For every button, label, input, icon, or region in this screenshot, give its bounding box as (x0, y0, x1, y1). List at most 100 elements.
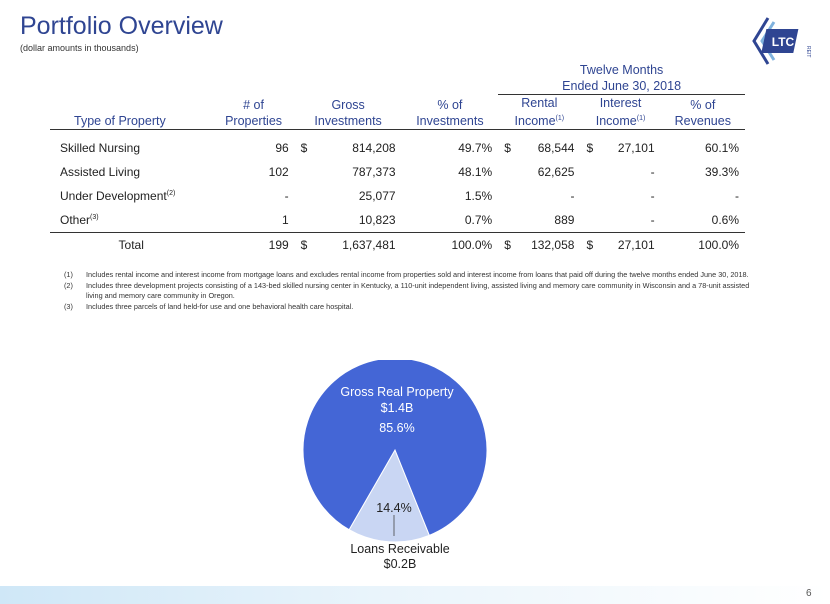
page-title: Portfolio Overview (20, 12, 223, 40)
logo-block (761, 29, 799, 53)
header-gross: Gross Investments (294, 94, 402, 131)
cell-type: Skilled Nursing (50, 136, 212, 160)
cell-rental-currency: $ (504, 141, 511, 156)
header-gross-line2: Investments (314, 114, 382, 129)
slice-label-property-amount: $1.4B (381, 401, 414, 415)
company-logo: LTC REIT (752, 17, 811, 65)
cell-gross: 787,373 (352, 165, 396, 180)
cell-type-footnote: (3) (90, 214, 99, 222)
footnotes: (1) Includes rental income and interest … (64, 270, 754, 313)
header-pct-rev-line1: % of (690, 98, 716, 113)
cell-type-text: Assisted Living (60, 165, 141, 180)
header-properties: # of Properties (212, 94, 295, 131)
cell-gross-currency (295, 160, 314, 184)
cell-rental: - (570, 189, 575, 204)
loans-label-name: Loans Receivable (350, 542, 450, 556)
total-gross: 1,637,481 (313, 232, 402, 258)
cell-properties: 1 (281, 213, 289, 228)
cell-type-text: Skilled Nursing (60, 141, 141, 156)
cell-pct-revenues: 60.1% (704, 141, 739, 156)
table-row: Under Development(2) - 25,077 1.5% - - - (50, 184, 745, 208)
cell-interest-currency: $ (586, 141, 594, 156)
cell-properties: - (284, 189, 289, 204)
cell-properties: 102 (268, 165, 289, 180)
cell-rental: 68,544 (537, 141, 575, 156)
header-pct-inv-line1: % of (437, 98, 463, 113)
cell-rental: 62,625 (537, 165, 575, 180)
cell-pct-investments: 1.5% (464, 189, 493, 204)
cell-interest-currency (580, 160, 599, 184)
cell-type-text: Under Development (60, 189, 167, 204)
header-rental-footnote: (1) (555, 115, 565, 122)
cell-interest-currency (580, 208, 599, 233)
group-header-text: Twelve Months Ended June 30, 2018 (562, 63, 682, 93)
total-interest-currency: $ (580, 232, 599, 258)
group-header: Twelve Months Ended June 30, 2018 (498, 62, 745, 95)
table-row: Assisted Living 102 787,373 48.1% 62,625… (50, 160, 745, 184)
header-pct-revenues: % of Revenues (660, 94, 745, 131)
cell-rental: 889 (554, 213, 575, 228)
cell-properties: 96 (275, 141, 289, 156)
footnote-text: Includes three development projects cons… (86, 281, 750, 300)
header-rental: Rental Income(1) (498, 94, 581, 131)
loans-label: Loans Receivable $0.2B (320, 542, 480, 572)
cell-rental-currency (498, 160, 517, 184)
footnote: (1) Includes rental income and interest … (64, 270, 754, 280)
cell-pct-investments: 48.1% (458, 165, 493, 180)
header-pct-rev-line2: Revenues (674, 114, 731, 129)
table-row: Other(3) 1 10,823 0.7% 889 - 0.6% (50, 208, 745, 233)
cell-interest: - (650, 213, 655, 228)
cell-pct-revenues: - (735, 189, 739, 204)
header-properties-line2: Properties (225, 114, 283, 129)
header-pct-investments: % of Investments (401, 94, 499, 131)
logo-subtext: REIT (805, 46, 811, 57)
table-column-header-row: Type of Property # of Properties Gross I… (50, 94, 745, 131)
slice-label-property-name: Gross Real Property (340, 385, 454, 399)
slice-label-loans-percent: 14.4% (376, 501, 411, 515)
header-rental-line1: Rental (521, 96, 558, 110)
cell-pct-revenues: 0.6% (711, 213, 739, 228)
cell-gross: 25,077 (358, 189, 396, 204)
pie-chart: Gross Real Property $1.4B 85.6% 14.4% (302, 360, 488, 543)
total-pct-revenues: 100.0% (660, 232, 745, 258)
cell-type: Other(3) (50, 208, 212, 233)
cell-gross-currency (295, 184, 314, 208)
cell-gross: 814,208 (352, 141, 396, 156)
cell-gross: 10,823 (358, 213, 396, 228)
cell-interest: 27,101 (617, 141, 655, 156)
table-total-row: Total 199 $ 1,637,481 100.0% $ 132,058 $… (50, 232, 745, 258)
header-interest: Interest Income(1) (580, 94, 661, 131)
page-number: 6 (806, 588, 812, 599)
total-rental: 132,058 (516, 232, 581, 258)
pie-slice-loans-receivable (348, 448, 430, 543)
footnote: (3) Includes three parcels of land held-… (64, 302, 754, 312)
page-subtitle: (dollar amounts in thousands) (20, 43, 139, 53)
total-pct-investments: 100.0% (401, 232, 499, 258)
loans-label-amount: $0.2B (383, 557, 417, 571)
cell-interest: - (650, 189, 655, 204)
cell-type-footnote: (2) (166, 190, 176, 198)
logo-chevron-outer (752, 17, 770, 65)
footnote: (2) Includes three development projects … (64, 281, 754, 301)
footer-bar (0, 586, 830, 604)
table-group-header-row: Twelve Months Ended June 30, 2018 (50, 62, 745, 95)
total-interest: 27,101 (598, 232, 661, 258)
cell-interest-currency (580, 184, 599, 208)
total-properties: 199 (212, 232, 295, 258)
slice-label-property-percent: 85.6% (379, 421, 414, 435)
cell-interest: - (650, 165, 655, 180)
cell-rental-currency (498, 208, 517, 233)
footnote-number: (2) (64, 281, 73, 290)
cell-pct-investments: 0.7% (464, 213, 493, 228)
header-interest-line2: Income (595, 114, 637, 129)
total-gross-currency: $ (294, 232, 314, 258)
cell-type: Assisted Living (50, 160, 212, 184)
logo-text: LTC (772, 35, 795, 49)
cell-pct-investments: 49.7% (458, 141, 493, 156)
header-gross-line1: Gross (331, 98, 365, 113)
table-row: Skilled Nursing 96 $ 814,208 49.7% $ 68,… (50, 136, 745, 160)
portfolio-table: Twelve Months Ended June 30, 2018 Type o… (50, 62, 745, 258)
header-type: Type of Property (50, 94, 213, 131)
cell-rental-currency (498, 184, 517, 208)
header-properties-line1: # of (243, 98, 264, 113)
